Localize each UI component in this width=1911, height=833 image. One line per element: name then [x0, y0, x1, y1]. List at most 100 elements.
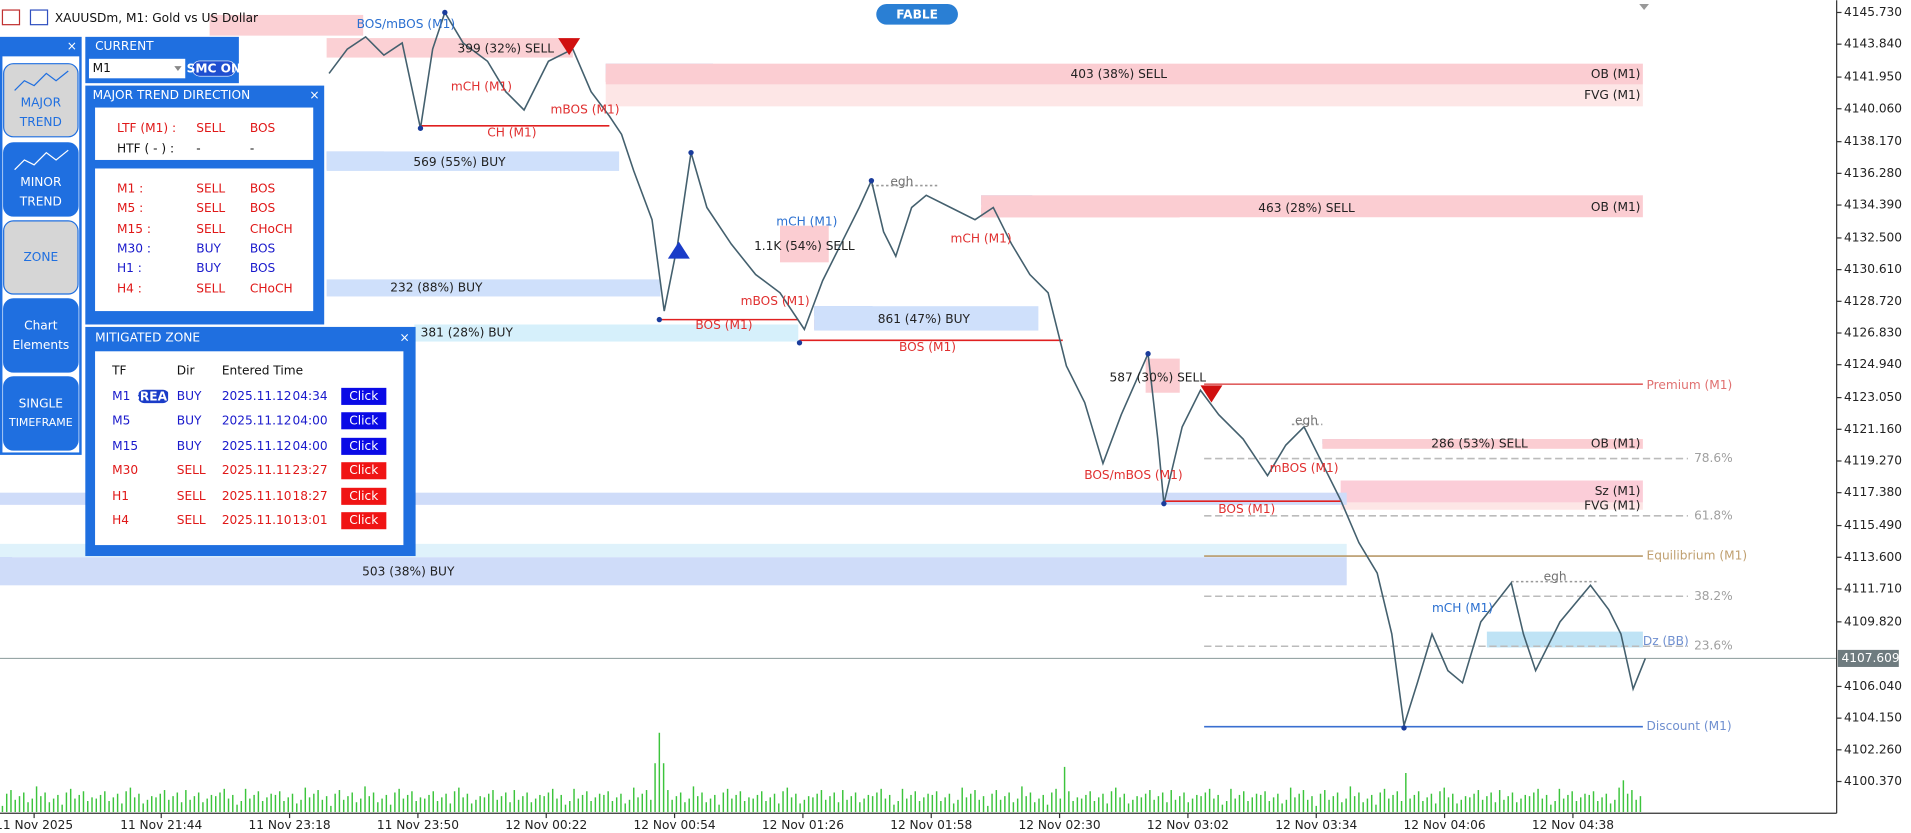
trend-type: BOS	[250, 201, 276, 215]
table-header: Dir	[177, 363, 195, 377]
zone-label: 286 (53%) SELL	[1431, 436, 1528, 450]
zone-time: 04:00	[293, 439, 328, 453]
structure-label: egh	[1295, 413, 1318, 427]
zone-date: 2025.11.11	[222, 463, 292, 477]
time-label: 12 Nov 02:30	[1019, 818, 1101, 832]
chart-icon[interactable]	[29, 9, 49, 26]
zone-dir: SELL	[177, 463, 206, 477]
zone-time: 04:00	[293, 413, 328, 427]
time-label: 12 Nov 00:22	[505, 818, 587, 832]
click-button[interactable]	[341, 412, 387, 430]
level-label: Dz (BB)	[1643, 634, 1689, 648]
sidebar-button[interactable]	[3, 63, 79, 138]
zone-label: 403 (38%) SELL	[1071, 67, 1168, 81]
price-label: 4130.610	[1844, 262, 1902, 276]
swing-point	[688, 149, 694, 156]
structure-label: mBOS (M1)	[741, 294, 810, 308]
click-label[interactable]: Click	[349, 389, 379, 403]
zone-label: 399 (32%) SELL	[458, 42, 555, 56]
click-label[interactable]: Click	[349, 489, 379, 503]
price-label: 4100.370	[1844, 774, 1902, 788]
click-button[interactable]	[341, 487, 387, 505]
trend-tf: HTF ( - ) :	[117, 141, 174, 155]
zones	[0, 38, 1643, 586]
swing-point	[442, 9, 448, 16]
level-label: Discount (M1)	[1647, 719, 1732, 733]
click-button[interactable]	[341, 387, 387, 405]
trend-dir: -	[196, 141, 200, 155]
time-label: 11 Nov 23:50	[377, 818, 459, 832]
click-label[interactable]: Click	[349, 413, 379, 427]
timeframe-select[interactable]	[88, 58, 186, 79]
zone	[780, 225, 829, 263]
close[interactable]: ×	[309, 88, 319, 102]
price-label: 4119.270	[1844, 453, 1902, 467]
smc-toggle-fill	[192, 61, 236, 76]
table-header: TF	[111, 363, 126, 377]
time-label: 12 Nov 01:58	[890, 818, 972, 832]
click-label[interactable]: Click	[349, 513, 379, 527]
table-header: Entered Time	[222, 363, 303, 377]
trend-tf: H4 :	[117, 282, 142, 296]
price-label: 4106.040	[1844, 679, 1902, 693]
zone-dir: SELL	[177, 489, 206, 503]
click-button[interactable]	[341, 512, 387, 530]
level-label: 38.2%	[1694, 589, 1733, 603]
trend-dir: SELL	[196, 282, 225, 296]
sidebar-button[interactable]	[3, 298, 79, 373]
volume	[1, 732, 1642, 812]
trend-type: CHoCH	[250, 282, 293, 296]
zone-dir: BUY	[177, 413, 202, 427]
close[interactable]: ×	[400, 330, 410, 344]
price-label: 4138.170	[1844, 134, 1902, 148]
price-label: 4124.940	[1844, 357, 1902, 371]
brand: FABLE	[896, 7, 938, 21]
zone-time: 04:34	[293, 389, 328, 403]
time-label: 12 Nov 03:34	[1275, 818, 1357, 832]
price-label: 4136.280	[1844, 166, 1902, 180]
swing-point	[1145, 351, 1151, 357]
price-label: 4121.160	[1844, 422, 1902, 436]
zone	[981, 195, 1643, 218]
structure-label: mCH (M1)	[1432, 601, 1493, 615]
sidebar-button[interactable]	[3, 220, 79, 295]
level-label: 78.6%	[1694, 451, 1733, 465]
menu-icon[interactable]	[1, 9, 21, 26]
zone	[0, 557, 1347, 586]
click-label[interactable]: Click	[349, 463, 379, 477]
level-label: 23.6%	[1694, 639, 1733, 653]
time-label: 12 Nov 01:26	[762, 818, 844, 832]
zone-date: 2025.11.12	[222, 413, 292, 427]
trend-tf: LTF (M1) :	[117, 121, 176, 135]
price-label: 4109.820	[1844, 614, 1902, 628]
zone-tag: OB (M1)	[1591, 200, 1641, 214]
swing-point	[868, 177, 875, 184]
price-label: 4141.950	[1844, 70, 1902, 84]
click-label[interactable]: Click	[349, 439, 379, 453]
trend-dir: SELL	[196, 182, 225, 196]
structure-label: BOS (M1)	[695, 318, 752, 332]
zone-date: 2025.11.12	[222, 389, 292, 403]
close[interactable]: ×	[67, 39, 77, 53]
trend-tf: M1 :	[117, 182, 143, 196]
zone-time: 13:01	[293, 513, 328, 527]
trend-tf: M15 :	[117, 222, 151, 236]
click-button[interactable]	[341, 437, 387, 455]
current-price: 4107.609	[1842, 651, 1900, 665]
price-label: 4134.390	[1844, 198, 1902, 212]
zone-tag: OB (M1)	[1591, 67, 1641, 81]
trend-type: BOS	[250, 241, 276, 255]
axes: 4145.730 4143.840 4141.950 4140.060 4138.170…	[0, 5, 1902, 832]
sidebar-label: MINOR TREND	[19, 174, 62, 208]
sidebar-label: ZONE	[23, 250, 58, 264]
sell-marker	[1200, 385, 1223, 403]
sidebar-button[interactable]	[3, 142, 79, 217]
level-label: 61.8%	[1694, 508, 1733, 522]
sidebar-button[interactable]	[3, 376, 79, 451]
zone	[605, 63, 1643, 85]
zone-label: 1.1K (54%) SELL	[754, 239, 855, 253]
swing-point	[1401, 725, 1407, 731]
zone-tag: Sz (M1)	[1595, 484, 1641, 498]
click-button[interactable]	[341, 462, 387, 480]
